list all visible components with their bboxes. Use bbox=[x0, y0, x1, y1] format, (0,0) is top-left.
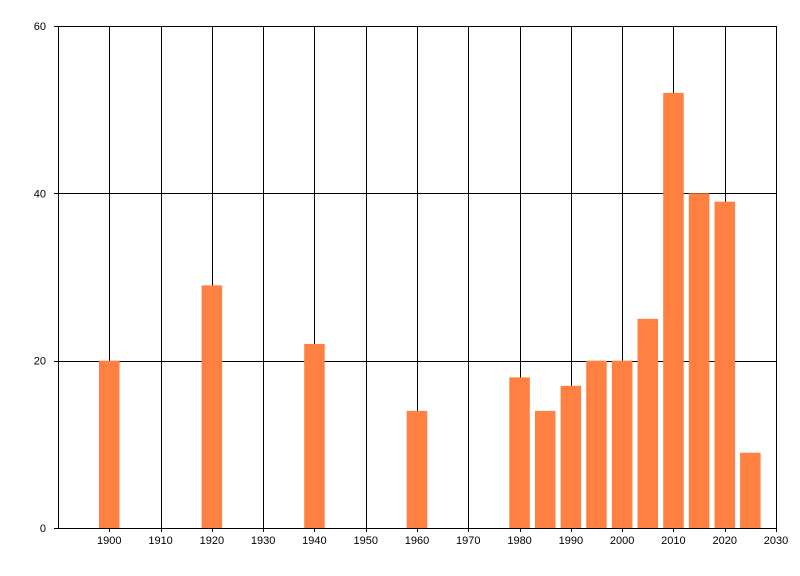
x-tick-label-2030: 2030 bbox=[764, 535, 788, 547]
bar-1980 bbox=[509, 377, 530, 528]
x-tick-label-1920: 1920 bbox=[200, 535, 224, 547]
axes bbox=[58, 26, 776, 529]
bars bbox=[99, 92, 761, 529]
x-tick-label-1970: 1970 bbox=[456, 535, 480, 547]
bar-2025 bbox=[740, 452, 761, 528]
y-tick-label-0: 0 bbox=[40, 523, 46, 535]
bar-1985 bbox=[535, 410, 556, 528]
tick-labels: 1900 1910 1920 1930 1940 1950 1960 1970 1980 1990… bbox=[34, 21, 788, 547]
y-tick-label-20: 20 bbox=[34, 356, 46, 368]
bar-1990 bbox=[560, 385, 582, 528]
bar-2010 bbox=[663, 92, 684, 529]
bar-1920 bbox=[201, 285, 223, 528]
x-tick-label-1980: 1980 bbox=[507, 535, 531, 547]
x-tick-label-1910: 1910 bbox=[148, 535, 172, 547]
bar-1960 bbox=[406, 410, 428, 528]
x-tick-label-2010: 2010 bbox=[661, 535, 685, 547]
x-tick-label-1940: 1940 bbox=[302, 535, 326, 547]
bar-1995 bbox=[586, 360, 607, 528]
x-tick-label-1900: 1900 bbox=[97, 535, 121, 547]
x-tick-label-2000: 2000 bbox=[610, 535, 634, 547]
bar-2005 bbox=[637, 318, 658, 528]
bar-2015 bbox=[688, 193, 710, 529]
bar-2000 bbox=[611, 360, 633, 528]
y-tick-label-40: 40 bbox=[34, 188, 46, 200]
x-tick-label-2020: 2020 bbox=[712, 535, 736, 547]
x-tick-label-1950: 1950 bbox=[353, 535, 377, 547]
x-tick-label-1990: 1990 bbox=[559, 535, 583, 547]
bar-1900 bbox=[99, 360, 120, 528]
bar-1940 bbox=[304, 343, 325, 528]
x-tick-label-1930: 1930 bbox=[251, 535, 275, 547]
bar-2020 bbox=[714, 201, 735, 528]
y-tick-label-60: 60 bbox=[34, 21, 46, 33]
x-tick-label-1960: 1960 bbox=[405, 535, 429, 547]
